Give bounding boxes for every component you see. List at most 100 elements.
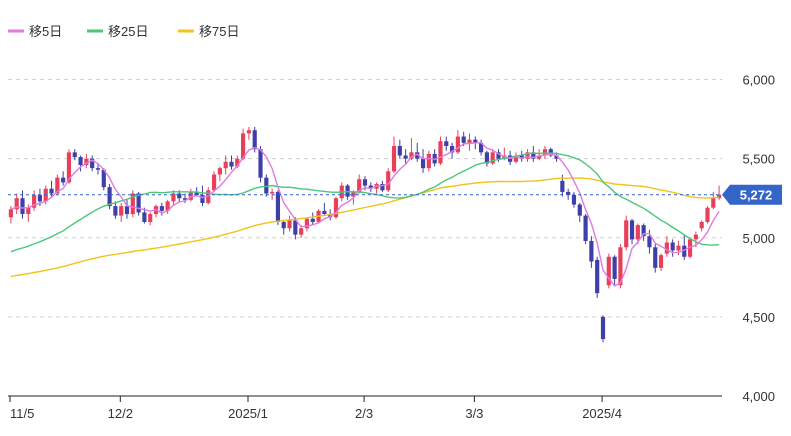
candle [583, 214, 588, 245]
y-tick-label: 5,500 [742, 152, 775, 167]
candle-body [519, 155, 524, 159]
legend-item-ma5[interactable]: 移5日 [8, 24, 62, 39]
candle [304, 217, 310, 232]
x-tick-label: 2025/4 [582, 406, 622, 421]
candle [211, 171, 217, 192]
candle-body [304, 218, 310, 229]
candle [229, 155, 234, 170]
candle [658, 253, 664, 272]
ma5-line [10, 142, 720, 287]
candle [78, 155, 83, 172]
candle [618, 244, 623, 289]
candle-body [664, 242, 669, 254]
candle-body [124, 206, 130, 215]
candle [513, 152, 519, 164]
candle [217, 166, 222, 181]
candle-body [548, 149, 553, 156]
y-tick-label: 4,000 [742, 389, 775, 404]
candle-body [322, 210, 327, 215]
candle-body [479, 142, 484, 153]
candle-body [484, 152, 489, 164]
candle [258, 146, 263, 183]
candle [682, 234, 687, 260]
candle-body [525, 152, 530, 159]
candle-body [20, 198, 25, 215]
candle-body [159, 206, 164, 211]
candle-body [629, 220, 635, 240]
legend-item-ma75[interactable]: 移75日 [178, 24, 239, 39]
candle [432, 149, 437, 167]
candle-body [281, 221, 286, 229]
legend-label-ma75: 移75日 [199, 24, 239, 39]
candle-body [235, 158, 240, 167]
candle-body [252, 130, 257, 150]
moving-average-lines [10, 142, 720, 287]
candle-body [182, 198, 188, 200]
candle-body [119, 206, 124, 216]
candle [119, 202, 124, 222]
candle [612, 255, 617, 286]
candle [699, 220, 704, 232]
candle-body [647, 236, 652, 248]
candle-body [95, 168, 101, 170]
candle [670, 239, 675, 257]
candle [107, 183, 112, 210]
candle [490, 149, 495, 165]
candle-body [537, 155, 542, 159]
candle-body [717, 194, 722, 199]
candle-body [699, 221, 704, 229]
candle-body [310, 218, 315, 222]
candle-body [658, 255, 664, 268]
candle-body [612, 256, 617, 279]
candle-body [461, 136, 466, 143]
candle [467, 133, 472, 151]
candle [287, 215, 292, 232]
candle [600, 315, 606, 343]
candle [223, 155, 228, 175]
candle-body [258, 149, 263, 178]
y-tick-label: 5,000 [742, 231, 775, 246]
last-price-tag [722, 184, 782, 205]
legend-item-ma25[interactable]: 移25日 [87, 24, 148, 39]
candle-body [136, 193, 141, 213]
x-tick-label: 2025/1 [228, 406, 268, 421]
candle-body [473, 139, 478, 143]
candle [537, 149, 542, 161]
candle-body [246, 130, 251, 134]
candle-body [670, 242, 675, 251]
candle [275, 190, 281, 226]
candle-body [188, 191, 193, 200]
candle [624, 215, 629, 251]
chart-legend: 移5日 移25日 移75日 [8, 24, 239, 39]
candle [32, 190, 37, 211]
candle [444, 136, 449, 151]
candle-body [275, 191, 281, 222]
candle [246, 127, 251, 140]
last-price-label: 5,272 [740, 188, 773, 203]
candle-body [490, 152, 495, 164]
candle-body [571, 195, 577, 205]
candle-body [333, 198, 339, 218]
candle-body [293, 220, 298, 235]
candle-body [687, 239, 693, 257]
candle-body [438, 141, 443, 164]
candle [14, 193, 19, 215]
candle-body [55, 177, 60, 194]
candle [548, 147, 553, 158]
candle [142, 207, 147, 224]
candle [415, 142, 420, 162]
candle-body [455, 136, 460, 153]
candle [264, 174, 269, 197]
candle [95, 163, 101, 175]
candle-body [130, 193, 135, 215]
candle-body [90, 158, 95, 169]
x-tick-label: 2/3 [355, 406, 373, 421]
candle [426, 150, 431, 172]
y-tick-label: 4,500 [742, 310, 775, 325]
candle [455, 130, 460, 154]
candle [438, 136, 443, 165]
candle-body [589, 240, 594, 262]
candle-body [37, 195, 43, 202]
candle [531, 146, 536, 162]
